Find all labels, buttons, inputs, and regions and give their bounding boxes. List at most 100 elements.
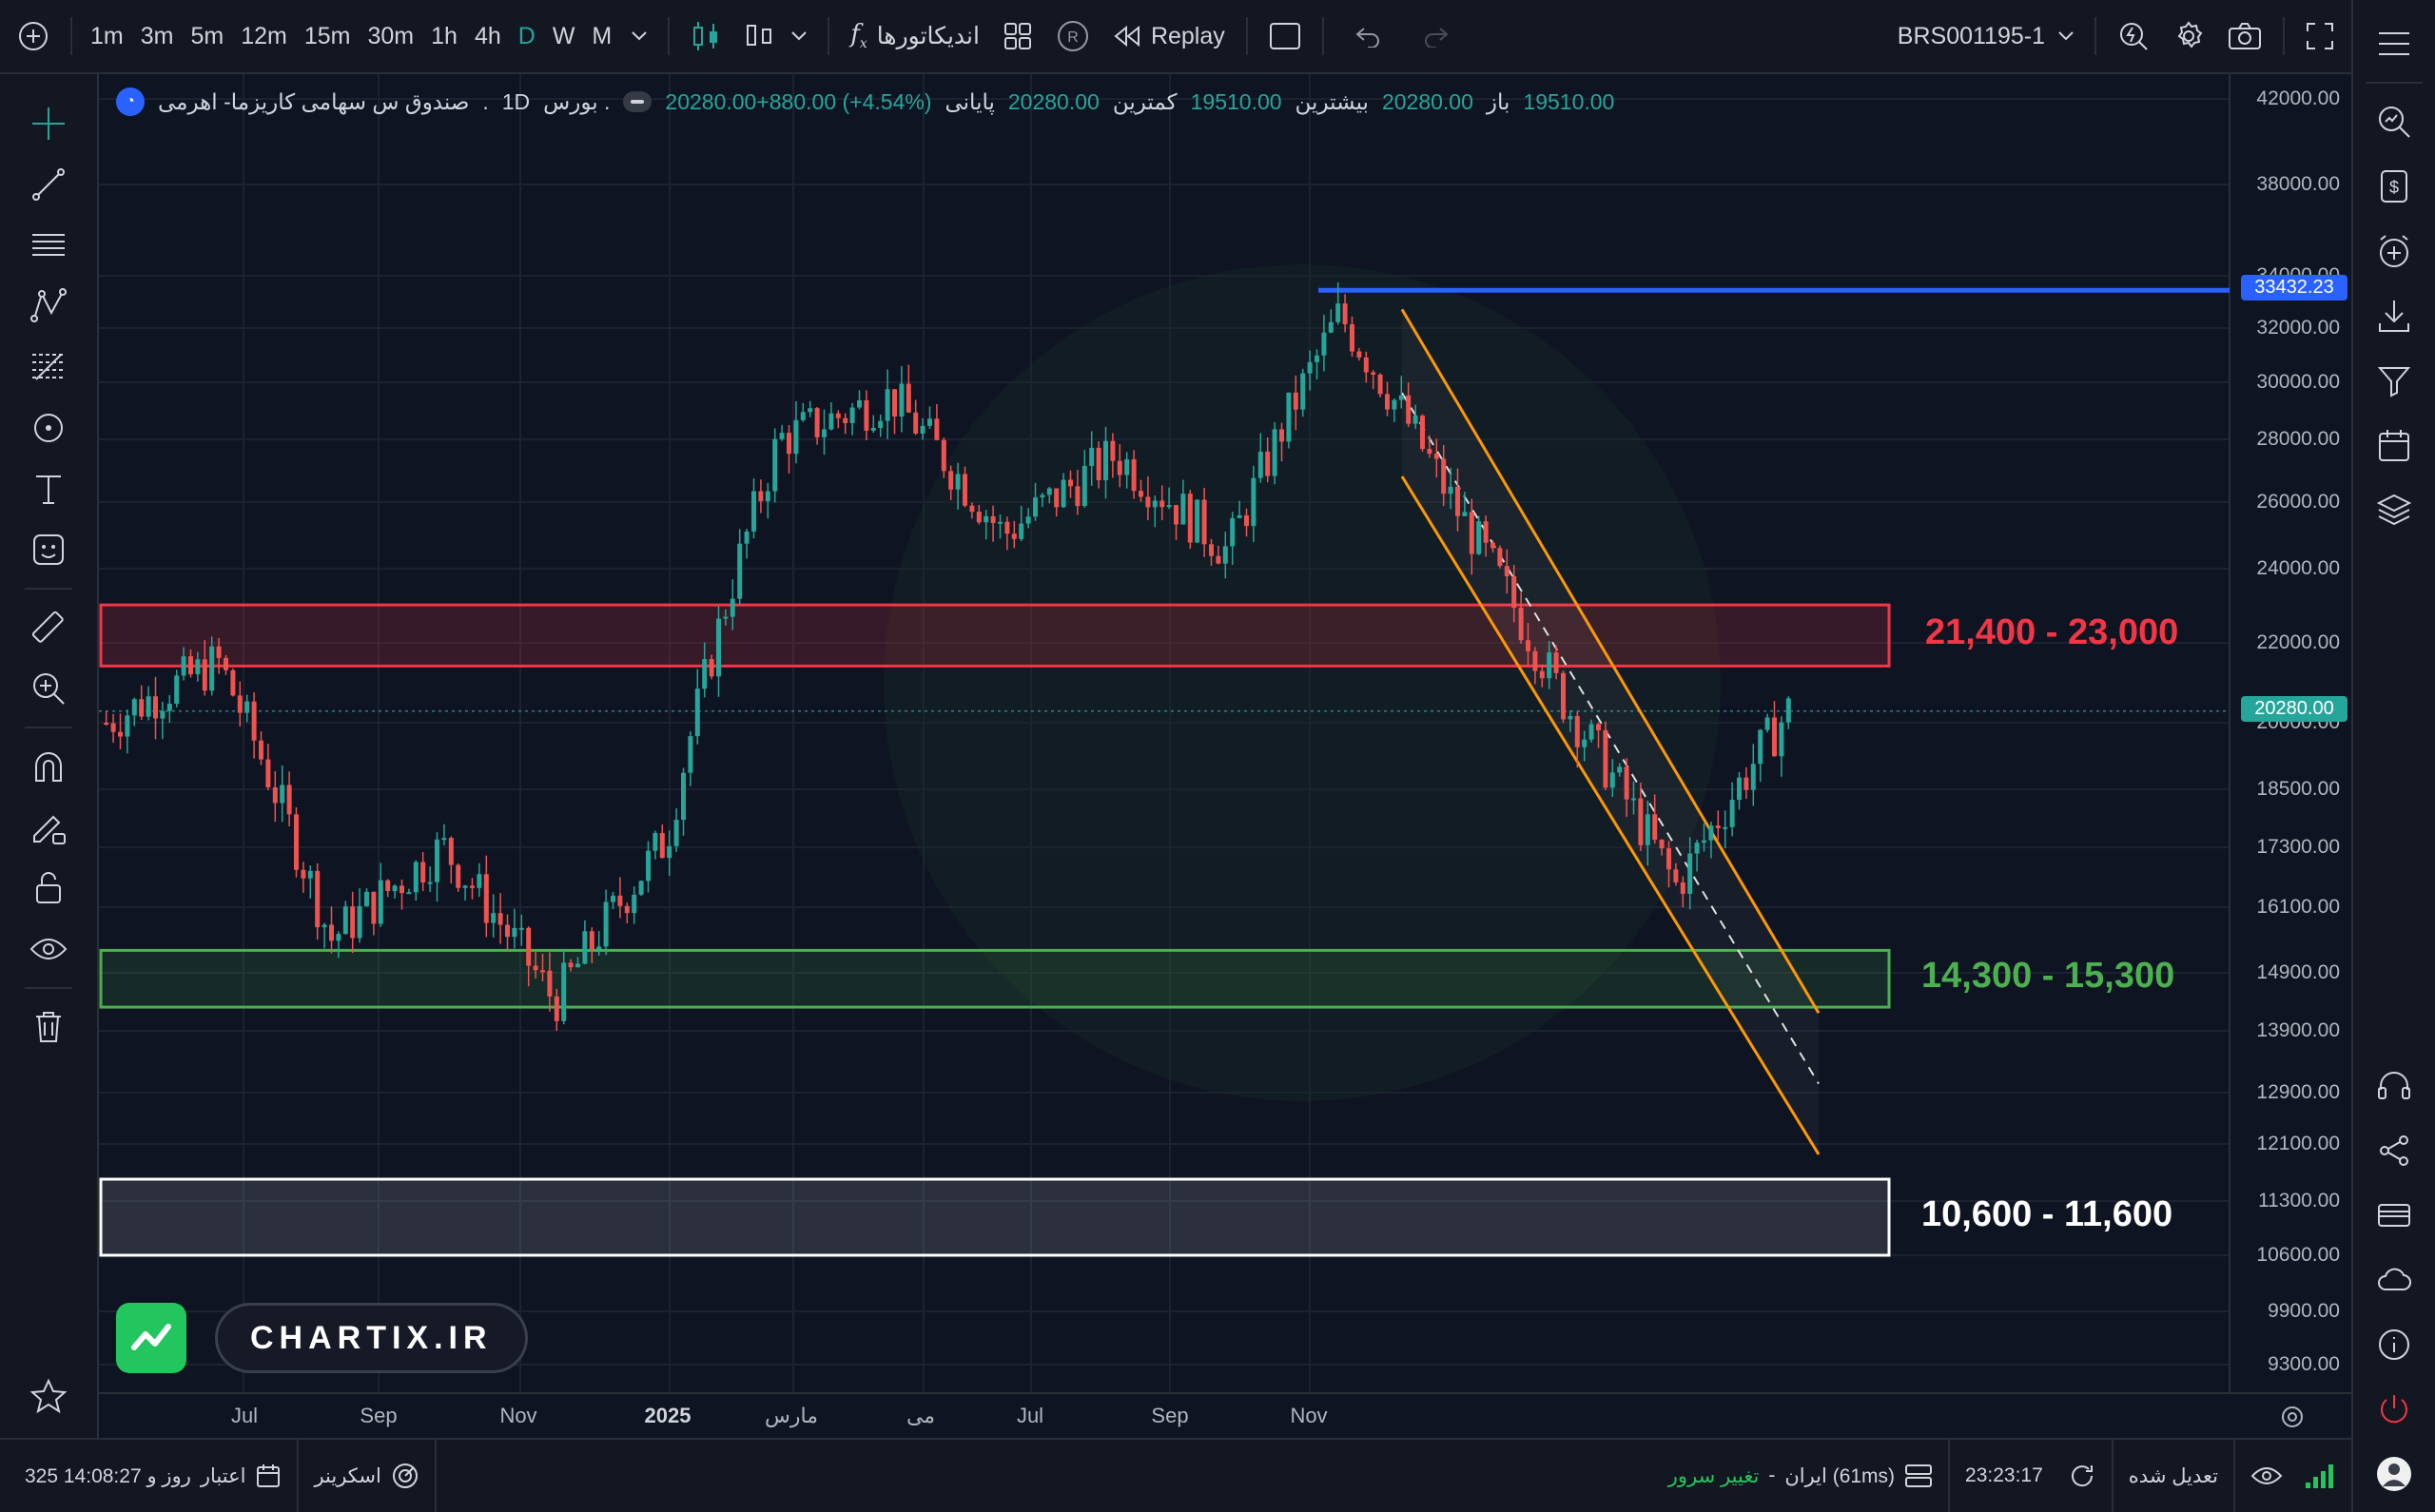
magnet-tool[interactable]: [20, 738, 77, 795]
quick-search-button[interactable]: [2106, 0, 2161, 72]
candle-body: [1631, 798, 1636, 801]
candle-body: [843, 417, 848, 423]
shapes-tool[interactable]: [20, 399, 77, 456]
menu-button[interactable]: [2366, 15, 2423, 72]
add-symbol-button[interactable]: [0, 0, 61, 72]
support-button[interactable]: [2366, 1057, 2423, 1115]
delete-drawings-tool[interactable]: [20, 998, 77, 1056]
fundamentals-button[interactable]: $: [2366, 158, 2423, 215]
time-tick-label: Jul: [1016, 1404, 1044, 1427]
price-tick-label: 11300.00: [2257, 1190, 2340, 1212]
screener-item[interactable]: اسکرینر: [299, 1440, 437, 1512]
interval-dropdown-button[interactable]: [620, 0, 658, 72]
filter-button[interactable]: [2366, 352, 2423, 409]
cloud-button[interactable]: [2366, 1251, 2423, 1308]
layers-button[interactable]: [2366, 481, 2423, 538]
bar-style-button[interactable]: [732, 0, 818, 72]
text-tool[interactable]: [20, 460, 77, 517]
candle-body: [716, 618, 721, 677]
chart-pane[interactable]: ◔ صندوق س سهامی کاریزما- اهرمی . 1D بورس…: [99, 74, 2351, 1438]
calendar-icon: [2379, 430, 2409, 461]
interval-15m[interactable]: 15m: [303, 22, 351, 49]
legend-high-label: بیشترین: [1295, 88, 1369, 114]
calendar-button[interactable]: [2366, 417, 2423, 474]
bars-icon: [747, 25, 772, 46]
time-axis[interactable]: Jul Sep Nov 2025 مارس می Jul Sep Nov: [99, 1392, 2351, 1438]
rectangle-button[interactable]: [1257, 0, 1313, 72]
interval-12m[interactable]: 12m: [241, 22, 287, 49]
time-tick-label: Jul: [230, 1404, 259, 1427]
interval-w[interactable]: W: [552, 22, 575, 49]
time-axis-settings-button[interactable]: [2279, 1404, 2306, 1435]
divider: [2094, 17, 2096, 55]
info-button[interactable]: [2366, 1316, 2423, 1373]
candle-body: [174, 675, 180, 705]
candle-body: [969, 505, 975, 513]
candle-body: [477, 874, 482, 888]
measure-tool[interactable]: [20, 599, 77, 656]
candle-body: [927, 418, 932, 426]
share-icon: [2380, 1135, 2408, 1166]
horizontal-lines-tool[interactable]: [20, 217, 77, 274]
fib-tool[interactable]: [20, 339, 77, 396]
search-chart-icon: [2379, 107, 2410, 138]
snapshot-button[interactable]: [2216, 0, 2273, 72]
clock-item[interactable]: 23:23:17: [1948, 1440, 2112, 1512]
credit-item[interactable]: 325 روز و 14:08:27 اعتبار: [0, 1440, 300, 1512]
symbol-selector[interactable]: BRS001195-1: [1886, 0, 2085, 72]
crosshair-tool[interactable]: [20, 95, 77, 152]
candle-body: [1315, 355, 1319, 362]
server-item[interactable]: تغییر سرور - ایران (61ms): [1653, 1440, 1948, 1512]
candle-body: [301, 869, 306, 879]
resistance-zone: [99, 603, 1891, 668]
pattern-tool[interactable]: [20, 278, 77, 335]
visibility-tool[interactable]: [20, 921, 77, 978]
interval-m[interactable]: M: [592, 22, 613, 49]
interval-30m[interactable]: 30m: [367, 22, 415, 49]
user-avatar[interactable]: [2366, 1445, 2423, 1502]
candle-body: [1251, 477, 1256, 527]
candle-body: [1110, 440, 1116, 461]
logout-button[interactable]: [2366, 1381, 2423, 1438]
fullscreen-button[interactable]: [2294, 0, 2351, 72]
candle-body: [209, 646, 215, 691]
collapse-legend-icon[interactable]: [623, 91, 653, 112]
interval-1h[interactable]: 1h: [431, 22, 458, 49]
emoji-tool[interactable]: [20, 521, 77, 578]
fullscreen-icon: [2307, 23, 2333, 49]
alert-r-button[interactable]: R: [1044, 0, 1101, 72]
share-button[interactable]: [2366, 1122, 2423, 1179]
change-server-link[interactable]: تغییر سرور: [1667, 1464, 1760, 1487]
visibility-item[interactable]: [2233, 1440, 2351, 1512]
interval-4h[interactable]: 4h: [474, 22, 501, 49]
layouts-button[interactable]: [991, 0, 1044, 72]
interval-d[interactable]: D: [517, 22, 536, 49]
redo-button[interactable]: [1402, 0, 1471, 72]
subscription-button[interactable]: [2366, 1187, 2423, 1244]
undo-button[interactable]: [1334, 0, 1402, 72]
candle-body: [596, 946, 602, 950]
candle-body: [758, 491, 764, 502]
time-tick-label: Sep: [1151, 1404, 1189, 1427]
interval-3m[interactable]: 3m: [140, 22, 174, 49]
interval-5m[interactable]: 5m: [190, 22, 224, 49]
star-icon: [29, 1378, 68, 1414]
lock-tool[interactable]: [20, 860, 77, 917]
screener-search-button[interactable]: [2366, 93, 2423, 150]
target-zone-label: 10,600 - 11,600: [1921, 1194, 2173, 1234]
candle-body: [1195, 499, 1200, 543]
settings-button[interactable]: [2161, 0, 2216, 72]
interval-1m[interactable]: 1m: [90, 22, 124, 49]
download-button[interactable]: [2366, 287, 2423, 344]
trendline-tool[interactable]: [20, 156, 77, 213]
alert-button[interactable]: [2366, 223, 2423, 280]
favorites-tool[interactable]: [20, 1367, 77, 1425]
candle-style-button[interactable]: [679, 0, 732, 72]
candle-body: [1222, 546, 1228, 564]
replay-button[interactable]: Replay: [1101, 0, 1237, 72]
indicators-button[interactable]: fx اندیکاتورها: [839, 0, 991, 72]
zoom-tool[interactable]: [20, 660, 77, 717]
adjusted-item[interactable]: تعدیل شده: [2111, 1440, 2233, 1512]
drawing-mode-tool[interactable]: [20, 799, 77, 856]
chart-canvas[interactable]: [99, 74, 2351, 1438]
